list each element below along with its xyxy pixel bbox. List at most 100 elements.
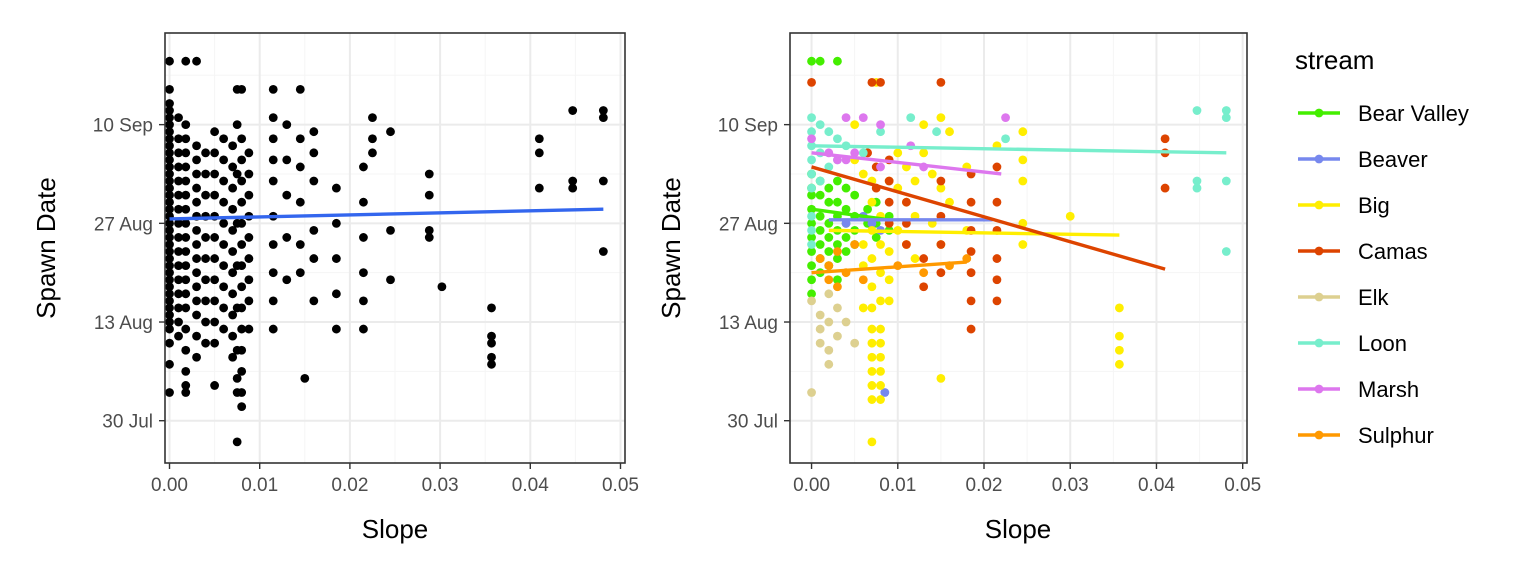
data-point-series-0	[174, 218, 183, 228]
data-point-series-0	[368, 113, 377, 122]
data-point-series-0	[165, 162, 174, 172]
data-point-series-0	[174, 275, 183, 285]
data-point-series-0	[487, 303, 496, 313]
legend-key-point	[1314, 154, 1324, 164]
legend-key-point	[1314, 108, 1324, 118]
data-point-series-0	[192, 183, 201, 193]
data-point-camas	[807, 77, 816, 87]
data-point-big	[876, 352, 885, 362]
data-point-big	[936, 183, 946, 193]
data-point-series-0	[181, 388, 191, 397]
data-point-camas	[1160, 183, 1170, 193]
data-point-elk	[815, 324, 825, 334]
data-point-sulphur	[919, 268, 929, 278]
data-point-series-0	[174, 289, 183, 299]
data-point-bear-valley	[815, 225, 825, 235]
data-point-series-0	[165, 120, 174, 130]
data-point-big	[867, 437, 877, 447]
data-point-series-0	[181, 275, 191, 285]
data-point-series-0	[181, 261, 191, 271]
data-point-big	[936, 113, 946, 122]
data-point-loon	[1221, 106, 1231, 115]
data-point-elk	[850, 338, 860, 348]
data-point-big	[867, 338, 877, 348]
data-point-loon	[932, 127, 941, 137]
legend-item-elk: Elk	[1298, 285, 1390, 310]
data-point-series-0	[201, 190, 210, 200]
data-point-series-0	[181, 218, 191, 228]
data-point-series-0	[181, 134, 191, 144]
data-point-camas	[992, 162, 1002, 172]
data-point-series-0	[201, 338, 210, 348]
data-point-big	[867, 395, 877, 404]
data-point-series-0	[219, 197, 229, 207]
data-point-series-0	[424, 225, 434, 235]
data-point-series-0	[174, 176, 183, 186]
data-point-series-0	[165, 324, 174, 334]
legend-item-marsh: Marsh	[1298, 377, 1419, 402]
data-point-sulphur	[824, 275, 834, 285]
data-point-bear-valley	[841, 233, 851, 242]
data-point-big	[858, 303, 868, 313]
panel-left: 0.00 0.01 0.02 0.03 0.04 0.05 10 Sep 27 Aug 13 …	[31, 32, 639, 544]
legend-items: Bear Valley Beaver Big Camas Elk Loon Marsh Sul…	[1298, 101, 1469, 448]
data-point-series-0	[192, 169, 201, 179]
data-point-series-0	[228, 183, 238, 193]
data-point-series-0	[244, 275, 254, 285]
data-point-series-0	[165, 99, 174, 108]
data-point-bear-valley	[833, 240, 842, 249]
trend-line-bear-valley	[811, 207, 890, 222]
data-point-series-0	[232, 437, 242, 447]
legend-item-bear-valley: Bear Valley	[1298, 101, 1469, 126]
data-point-big	[910, 176, 920, 186]
data-point-series-0	[181, 120, 191, 130]
data-point-camas	[992, 254, 1002, 263]
data-point-elk	[833, 331, 842, 341]
data-point-series-0	[295, 240, 305, 249]
data-point-bear-valley	[807, 218, 816, 228]
data-point-series-0	[282, 190, 292, 200]
legend-label: Bear Valley	[1358, 101, 1469, 126]
data-point-series-0	[174, 317, 183, 327]
data-point-series-0	[181, 233, 191, 242]
data-point-bear-valley	[833, 254, 842, 263]
data-point-series-0	[534, 183, 544, 193]
data-point-series-0	[244, 169, 254, 179]
data-point-big	[1114, 331, 1124, 341]
data-point-elk	[824, 317, 834, 327]
data-point-series-0	[282, 155, 292, 165]
data-point-camas	[936, 176, 946, 186]
data-point-series-0	[244, 233, 254, 242]
data-point-series-0	[165, 204, 174, 214]
data-point-series-0	[237, 84, 247, 94]
data-point-series-0	[210, 127, 220, 137]
data-point-series-0	[181, 148, 191, 158]
x-tick-label: 0.00	[793, 475, 830, 496]
data-point-series-0	[210, 254, 220, 263]
data-point-series-0	[165, 240, 174, 249]
data-point-series-0	[237, 134, 247, 144]
data-point-series-0	[174, 261, 183, 271]
data-point-sulphur	[824, 261, 834, 271]
data-point-camas	[966, 296, 976, 306]
data-point-series-0	[165, 134, 174, 144]
data-point-loon	[807, 211, 816, 221]
data-point-loon	[876, 127, 885, 137]
data-point-series-0	[192, 310, 201, 320]
data-point-bear-valley	[815, 211, 825, 221]
data-point-big	[1018, 127, 1028, 137]
data-point-series-0	[219, 303, 229, 313]
panel-right: 0.00 0.01 0.02 0.03 0.04 0.05 10 Sep 27 Aug 13 …	[656, 32, 1261, 544]
panel-right-y-ticks: 10 Sep 27 Aug 13 Aug 30 Jul	[718, 116, 790, 433]
data-point-bear-valley	[833, 197, 842, 207]
data-point-series-0	[268, 268, 278, 278]
data-point-series-0	[181, 162, 191, 172]
data-point-series-0	[282, 233, 292, 242]
data-point-series-0	[386, 127, 395, 137]
data-point-big	[1018, 176, 1028, 186]
data-point-camas	[902, 197, 911, 207]
data-point-big	[1018, 155, 1028, 165]
data-point-series-0	[165, 225, 174, 235]
trend-line-sulphur	[811, 260, 967, 275]
